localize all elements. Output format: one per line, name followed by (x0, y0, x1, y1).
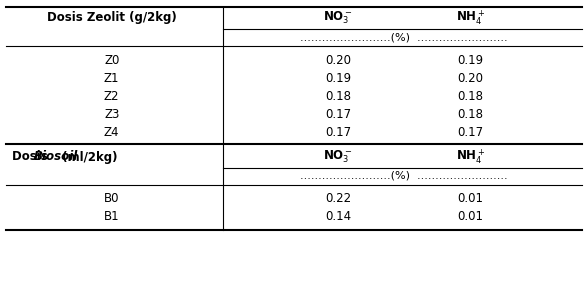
Text: NO$_3^-$: NO$_3^-$ (323, 10, 353, 26)
Text: 0.18: 0.18 (457, 107, 483, 120)
Text: NO$_3^-$: NO$_3^-$ (323, 149, 353, 165)
Text: B0: B0 (104, 193, 119, 206)
Text: Z1: Z1 (104, 72, 119, 85)
Text: 0.18: 0.18 (325, 89, 351, 102)
Text: Z0: Z0 (104, 54, 119, 67)
Text: 0.19: 0.19 (325, 72, 351, 85)
Text: 0.19: 0.19 (457, 54, 483, 67)
Text: Dosis Zeolit (g/2kg): Dosis Zeolit (g/2kg) (47, 12, 176, 25)
Text: 0.01: 0.01 (457, 193, 483, 206)
Text: (ml/2kg): (ml/2kg) (58, 151, 118, 164)
Text: 0.14: 0.14 (325, 210, 351, 224)
Text: 0.22: 0.22 (325, 193, 351, 206)
Text: Z2: Z2 (104, 89, 119, 102)
Text: Z4: Z4 (104, 125, 119, 138)
Text: .........................(%)  .........................: .........................(%) ...........… (300, 171, 508, 181)
Text: 0.17: 0.17 (457, 125, 483, 138)
Text: Dosis: Dosis (12, 151, 52, 164)
Text: Biosoil: Biosoil (34, 151, 78, 164)
Text: Z3: Z3 (104, 107, 119, 120)
Text: 0.01: 0.01 (457, 210, 483, 224)
Text: 0.18: 0.18 (457, 89, 483, 102)
Text: 0.17: 0.17 (325, 125, 351, 138)
Text: .........................(%)  .........................: .........................(%) ...........… (300, 32, 508, 42)
Text: 0.20: 0.20 (325, 54, 351, 67)
Text: B1: B1 (104, 210, 119, 224)
Text: NH$_4^+$: NH$_4^+$ (456, 8, 485, 27)
Text: 0.20: 0.20 (457, 72, 483, 85)
Text: NH$_4^+$: NH$_4^+$ (456, 147, 485, 166)
Text: 0.17: 0.17 (325, 107, 351, 120)
